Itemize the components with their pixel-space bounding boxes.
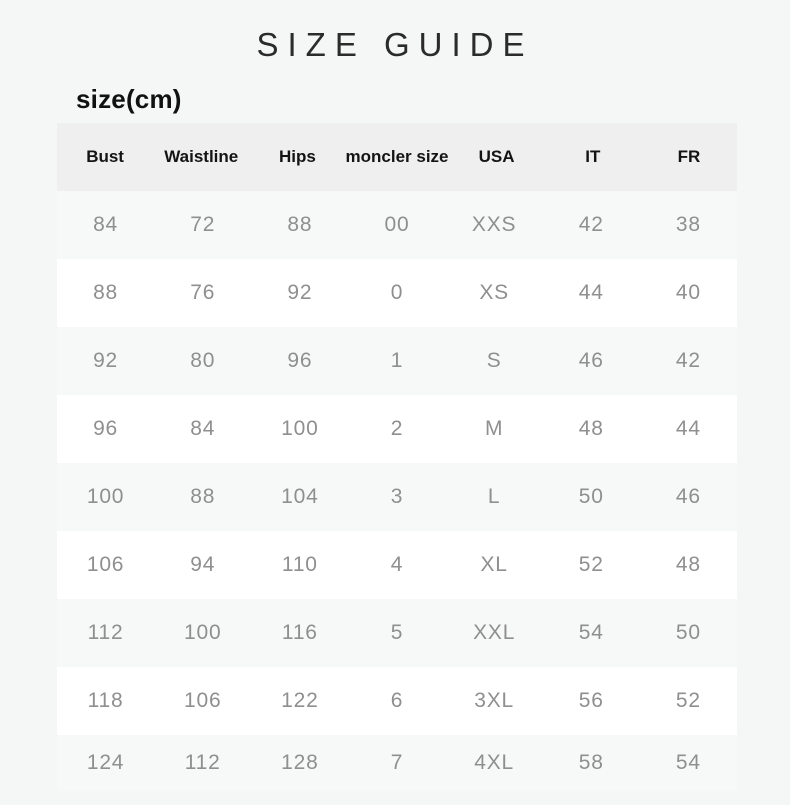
table-cell: 44 — [578, 281, 604, 304]
size-guide-table: Bust Waistline Hips moncler size USA IT FR 84 7… — [57, 123, 737, 791]
table-cell: 50 — [675, 621, 701, 644]
table-cell: 84 — [93, 213, 119, 236]
table-cell: 116 — [281, 621, 318, 644]
table-cell: 2 — [390, 417, 404, 440]
table-cell: 122 — [281, 689, 319, 712]
table-cell: XL — [480, 553, 508, 576]
column-header: USA — [478, 147, 515, 166]
table-cell: 7 — [390, 751, 404, 774]
table-cell: 3 — [390, 485, 404, 508]
table-cell: 88 — [287, 213, 313, 236]
column-header: Bust — [86, 147, 124, 166]
table-cell: 100 — [281, 417, 319, 440]
table-cell: 44 — [675, 417, 701, 440]
table-row: 92 80 96 1 S 46 42 — [57, 327, 737, 395]
table-row: 100 88 104 3 L 50 46 — [57, 463, 737, 531]
table-cell: 94 — [190, 553, 216, 576]
table-cell: 106 — [86, 553, 125, 576]
table-cell: 4 — [390, 553, 404, 576]
table-row: 84 72 88 00 XXS 42 38 — [57, 191, 737, 259]
page-title: SIZE GUIDE — [256, 26, 534, 63]
table-cell: 96 — [287, 349, 313, 372]
table-cell: 52 — [675, 689, 701, 712]
table-cell: XS — [479, 281, 509, 304]
table-row: 124 112 128 7 4XL 58 54 — [57, 735, 737, 791]
table-cell: 92 — [287, 281, 313, 304]
table-cell: 88 — [190, 485, 216, 508]
table-row: 112 100 116 5 XXL 54 50 — [57, 599, 737, 667]
column-header: IT — [585, 147, 601, 166]
unit-label: size(cm) — [76, 84, 182, 114]
table-cell: 48 — [578, 417, 604, 440]
table-cell: 110 — [281, 553, 318, 576]
table-cell: 42 — [578, 213, 604, 236]
table-cell: 118 — [87, 689, 124, 712]
table-cell: 76 — [190, 281, 216, 304]
table-cell: 48 — [675, 553, 701, 576]
table-cell: L — [487, 485, 501, 508]
table-cell: 80 — [190, 349, 216, 372]
table-cell: S — [486, 349, 502, 372]
table-cell: 112 — [184, 751, 221, 774]
table-cell: 0 — [390, 281, 404, 304]
table-cell: 00 — [384, 213, 410, 236]
table-cell: 112 — [87, 621, 124, 644]
table-row: 88 76 92 0 XS 44 40 — [57, 259, 737, 327]
table-cell: 88 — [93, 281, 119, 304]
table-cell: 5 — [390, 621, 404, 644]
table-cell: 38 — [675, 213, 701, 236]
table-cell: 106 — [183, 689, 222, 712]
table-cell: 124 — [86, 751, 125, 774]
table-cell: 92 — [93, 349, 119, 372]
column-header: Hips — [279, 147, 316, 166]
table-cell: 46 — [578, 349, 604, 372]
table-cell: 54 — [675, 751, 701, 774]
table-cell: 72 — [190, 213, 216, 236]
table-cell: 100 — [86, 485, 125, 508]
table-cell: 1 — [390, 349, 404, 372]
table-cell: 52 — [578, 553, 604, 576]
table-cell: 4XL — [474, 751, 515, 774]
table-cell: 6 — [390, 689, 404, 712]
table-row: 96 84 100 2 M 48 44 — [57, 395, 737, 463]
table-cell: 40 — [675, 281, 701, 304]
table-cell: M — [484, 417, 504, 440]
table-cell: XXL — [473, 621, 516, 644]
table-cell: 50 — [578, 485, 604, 508]
table-row: 118 106 122 6 3XL 56 52 — [57, 667, 737, 735]
column-header: FR — [677, 147, 701, 166]
table-cell: 3XL — [474, 689, 515, 712]
table-header-row: Bust Waistline Hips moncler size USA IT FR — [57, 123, 737, 191]
table-cell: 42 — [675, 349, 701, 372]
table-cell: 104 — [281, 485, 319, 508]
table-cell: 128 — [281, 751, 319, 774]
table-cell: 96 — [93, 417, 119, 440]
table-cell: 56 — [578, 689, 604, 712]
table-cell: XXS — [471, 213, 517, 236]
column-header: Waistline — [164, 147, 239, 166]
table-cell: 100 — [183, 621, 222, 644]
table-cell: 54 — [578, 621, 604, 644]
table-cell: 58 — [578, 751, 604, 774]
table-cell: 46 — [675, 485, 701, 508]
column-header: moncler size — [345, 147, 449, 166]
table-row: 106 94 110 4 XL 52 48 — [57, 531, 737, 599]
table-cell: 84 — [190, 417, 216, 440]
